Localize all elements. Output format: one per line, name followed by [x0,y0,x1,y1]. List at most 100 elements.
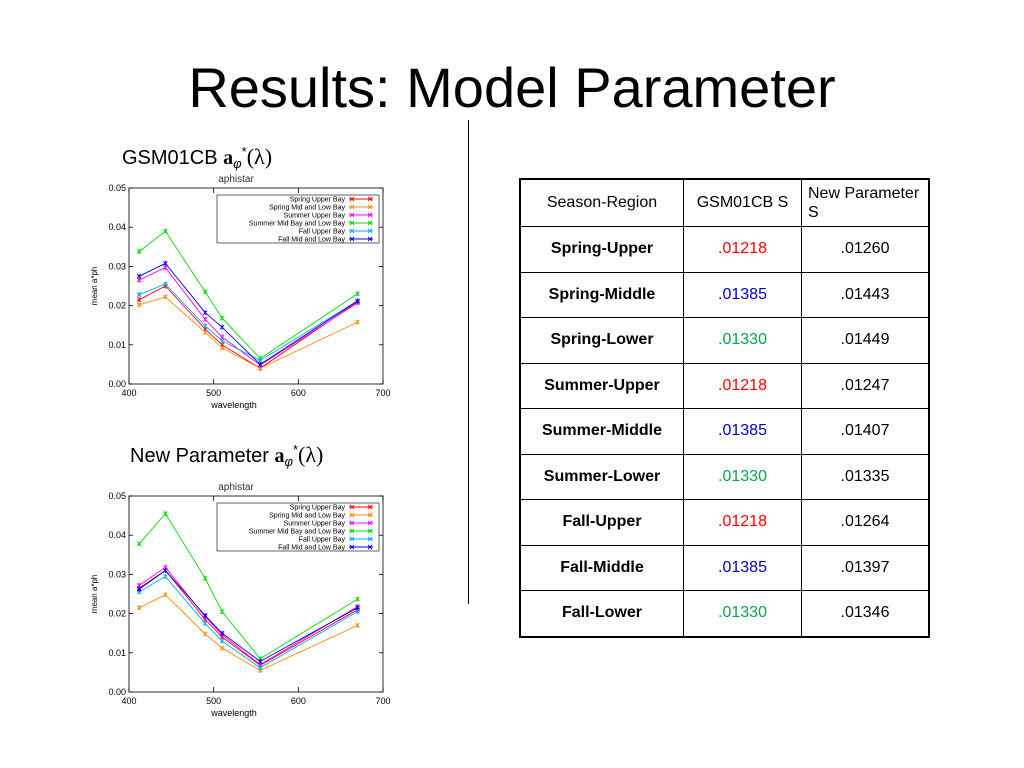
legend-label: Spring Upper Bay [290,505,346,512]
data-point [163,281,168,287]
legend-marker [367,204,373,210]
data-point [219,315,225,321]
data-point [202,316,208,322]
series-line [139,296,358,369]
legend-marker [349,228,355,234]
y-tick-label: 0.00 [108,379,126,389]
region-cell: Fall-Middle [519,544,684,591]
legend-marker [367,212,373,218]
legend-marker [367,228,373,234]
data-point [355,291,360,297]
plot-frame [128,495,384,693]
gsm01cb-value-cell: .01218 [683,499,802,546]
series-group [136,564,360,668]
data-point [219,345,225,351]
legend-marker [367,544,373,550]
series-line [139,594,358,671]
legend-marker [349,512,355,518]
y-tick-label: 0.00 [108,687,126,697]
legend-label: Fall Mid and Low Bay [278,545,345,552]
series-group [136,260,360,367]
y-tick-label: 0.02 [108,301,126,311]
bottom-chart-label-arg: (λ) [298,442,324,467]
gsm01cb-value-cell: .01330 [683,317,802,364]
chart-title: aphistar [218,482,254,493]
slide-title: Results: Model Parameter [188,56,836,119]
data-point [219,645,225,651]
top-chart-label-superscript: * [241,144,247,159]
legend-label: Fall Upper Bay [299,537,346,544]
table-header-row: Season-Region GSM01CB S New Parameter S [519,178,930,227]
series-group [136,573,360,671]
legend-label: Fall Upper Bay [299,229,346,236]
y-tick-label: 0.02 [108,609,126,619]
legend-marker [367,220,373,226]
table-body: Spring-Upper .01218.01260 Spring-Middle .01… [519,226,930,637]
gsm01cb-value-cell: .01330 [683,590,802,637]
table-row: Spring-Middle .01385.01443 [519,271,930,318]
table-row: Fall-Lower .01330.01346 [519,590,930,637]
top-chart-label-prefix: GSM01CB [122,147,218,169]
new-parameter-value-cell: .01407 [801,408,930,455]
data-point [355,605,360,611]
legend-marker [367,520,373,526]
series-line [138,230,358,360]
y-tick-label: 0.05 [108,491,126,501]
table-row: Spring-Upper .01218.01260 [519,226,930,273]
plot-frame [128,187,384,385]
x-tick-label: 700 [375,696,390,706]
data-point [355,319,360,325]
new-parameter-value-cell: .01335 [801,453,930,500]
legend-marker [349,504,355,510]
series-line [138,575,358,669]
bottom-chart-label-prefix: New Parameter [130,445,269,467]
x-axis-label: wavelength [210,400,257,410]
vertical-divider [468,120,469,604]
legend-marker [349,544,355,550]
data-point [219,638,225,644]
y-tick-label: 0.03 [108,261,126,271]
data-point [136,302,142,308]
series-group [136,294,360,371]
bottom-chart-label-symbol: a [274,445,285,467]
data-point [163,260,168,266]
data-point [136,273,142,279]
x-tick-label: 600 [291,388,306,398]
y-tick-label: 0.04 [108,222,126,232]
legend-marker [349,236,355,242]
top-chart-label-symbol: a [223,147,234,169]
x-tick-label: 500 [206,696,221,706]
data-point [202,620,208,626]
data-point [355,596,360,602]
legend-label: Summer Upper Bay [284,521,346,528]
legend-label: Spring Upper Bay [290,197,346,204]
legend-marker [367,504,373,510]
new-parameter-value-cell: .01264 [801,499,930,546]
series-line [139,267,358,366]
data-point [219,338,225,344]
legend-marker [349,212,355,218]
header-gsm01cb: GSM01CB S [683,178,802,227]
data-point [219,630,225,636]
top-chart-label-arg: (λ) [246,144,273,169]
series-line [138,285,358,369]
y-tick-label: 0.05 [108,183,126,193]
legend-marker [367,512,373,518]
region-cell: Spring-Lower [519,317,684,364]
data-point [136,297,142,303]
series-line [139,283,358,362]
data-point [163,567,168,573]
legend-label: Fall Mid and Low Bay [278,237,345,244]
legend-marker [367,196,373,202]
series-group [136,281,360,363]
gsm01cb-value-cell: .01385 [683,544,802,591]
x-tick-label: 600 [291,696,306,706]
region-cell: Fall-Upper [519,499,684,546]
y-tick-label: 0.01 [108,340,126,350]
gsm01cb-value-cell: .01385 [683,408,802,455]
top-chart-label: GSM01CB aφ*(λ) [122,144,272,171]
region-cell: Summer-Lower [519,453,684,500]
data-point [202,289,208,295]
data-point [219,609,225,615]
gsm01cb-chart: aphistar 0.00 0.01 0.02 0.03 0.04 0.05 400 500 60… [90,174,391,410]
